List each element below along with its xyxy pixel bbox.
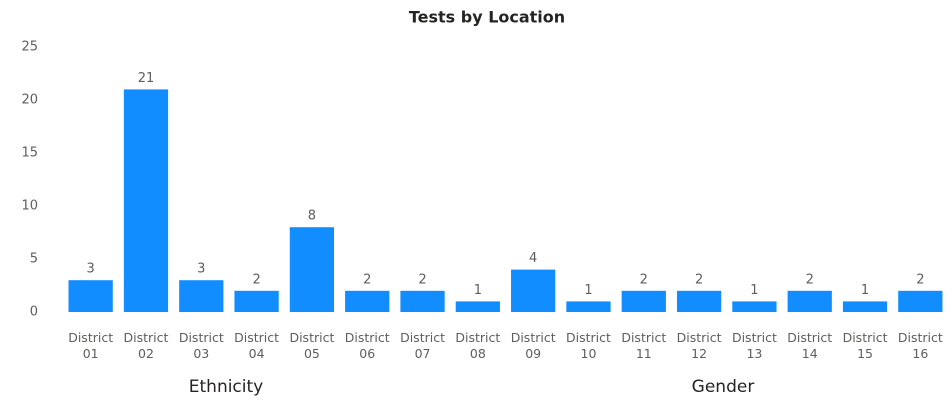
section-header: Gender	[691, 377, 755, 397]
y-tick-label: 0	[30, 305, 38, 320]
x-tick-label: District 16	[897, 330, 943, 361]
bar	[400, 290, 445, 312]
data-label: 3	[197, 262, 205, 277]
bar	[898, 290, 943, 312]
bar	[676, 290, 722, 312]
data-label: 1	[750, 283, 758, 298]
x-tick-label: District 09	[510, 330, 556, 361]
bar	[787, 290, 832, 312]
data-label: 2	[640, 272, 648, 287]
data-label: 1	[861, 283, 869, 298]
data-label: 21	[138, 71, 155, 86]
bar	[179, 280, 224, 312]
y-tick-label: 10	[21, 199, 38, 214]
bar	[234, 290, 279, 312]
data-label: 2	[252, 272, 260, 287]
data-label: 2	[418, 272, 426, 287]
x-tick-label: District 07	[400, 330, 445, 361]
x-tick-label: District 08	[455, 330, 501, 361]
x-tick-label: District 04	[234, 330, 280, 361]
data-label: 2	[695, 272, 703, 287]
y-tick-label: 20	[21, 93, 38, 108]
bar	[566, 301, 611, 312]
x-tick-label: District 03	[178, 330, 224, 361]
y-tick-label: 5	[30, 252, 38, 267]
data-label: 2	[806, 272, 814, 287]
bar	[68, 280, 113, 312]
bar	[621, 290, 666, 312]
bar	[732, 301, 777, 312]
data-label: 1	[584, 283, 592, 298]
data-label: 2	[363, 272, 371, 287]
data-label: 1	[474, 283, 482, 298]
x-tick-label: District 10	[566, 330, 611, 361]
x-tick-label: District 05	[289, 330, 335, 361]
x-tick-label: District 01	[68, 330, 114, 361]
bar	[289, 227, 335, 312]
x-tick-label: District 02	[123, 330, 169, 361]
x-tick-label: District 11	[621, 330, 667, 361]
data-label: 8	[308, 209, 316, 224]
section-header: Ethnicity	[188, 377, 264, 397]
bar	[123, 89, 169, 313]
bar	[842, 301, 888, 312]
data-label: 3	[87, 262, 95, 277]
data-label: 4	[529, 251, 537, 266]
x-tick-label: District 14	[787, 330, 833, 361]
x-tick-label: District 13	[731, 330, 777, 361]
chart-title: Tests by Location	[409, 8, 565, 27]
y-tick-label: 15	[21, 146, 38, 161]
x-tick-label: District 15	[842, 330, 888, 361]
x-tick-label: District 12	[676, 330, 722, 361]
bar	[345, 290, 390, 312]
bar	[511, 269, 556, 312]
data-label: 2	[916, 272, 924, 287]
y-tick-label: 25	[21, 40, 38, 55]
x-tick-label: District 06	[344, 330, 390, 361]
bar	[455, 301, 500, 312]
